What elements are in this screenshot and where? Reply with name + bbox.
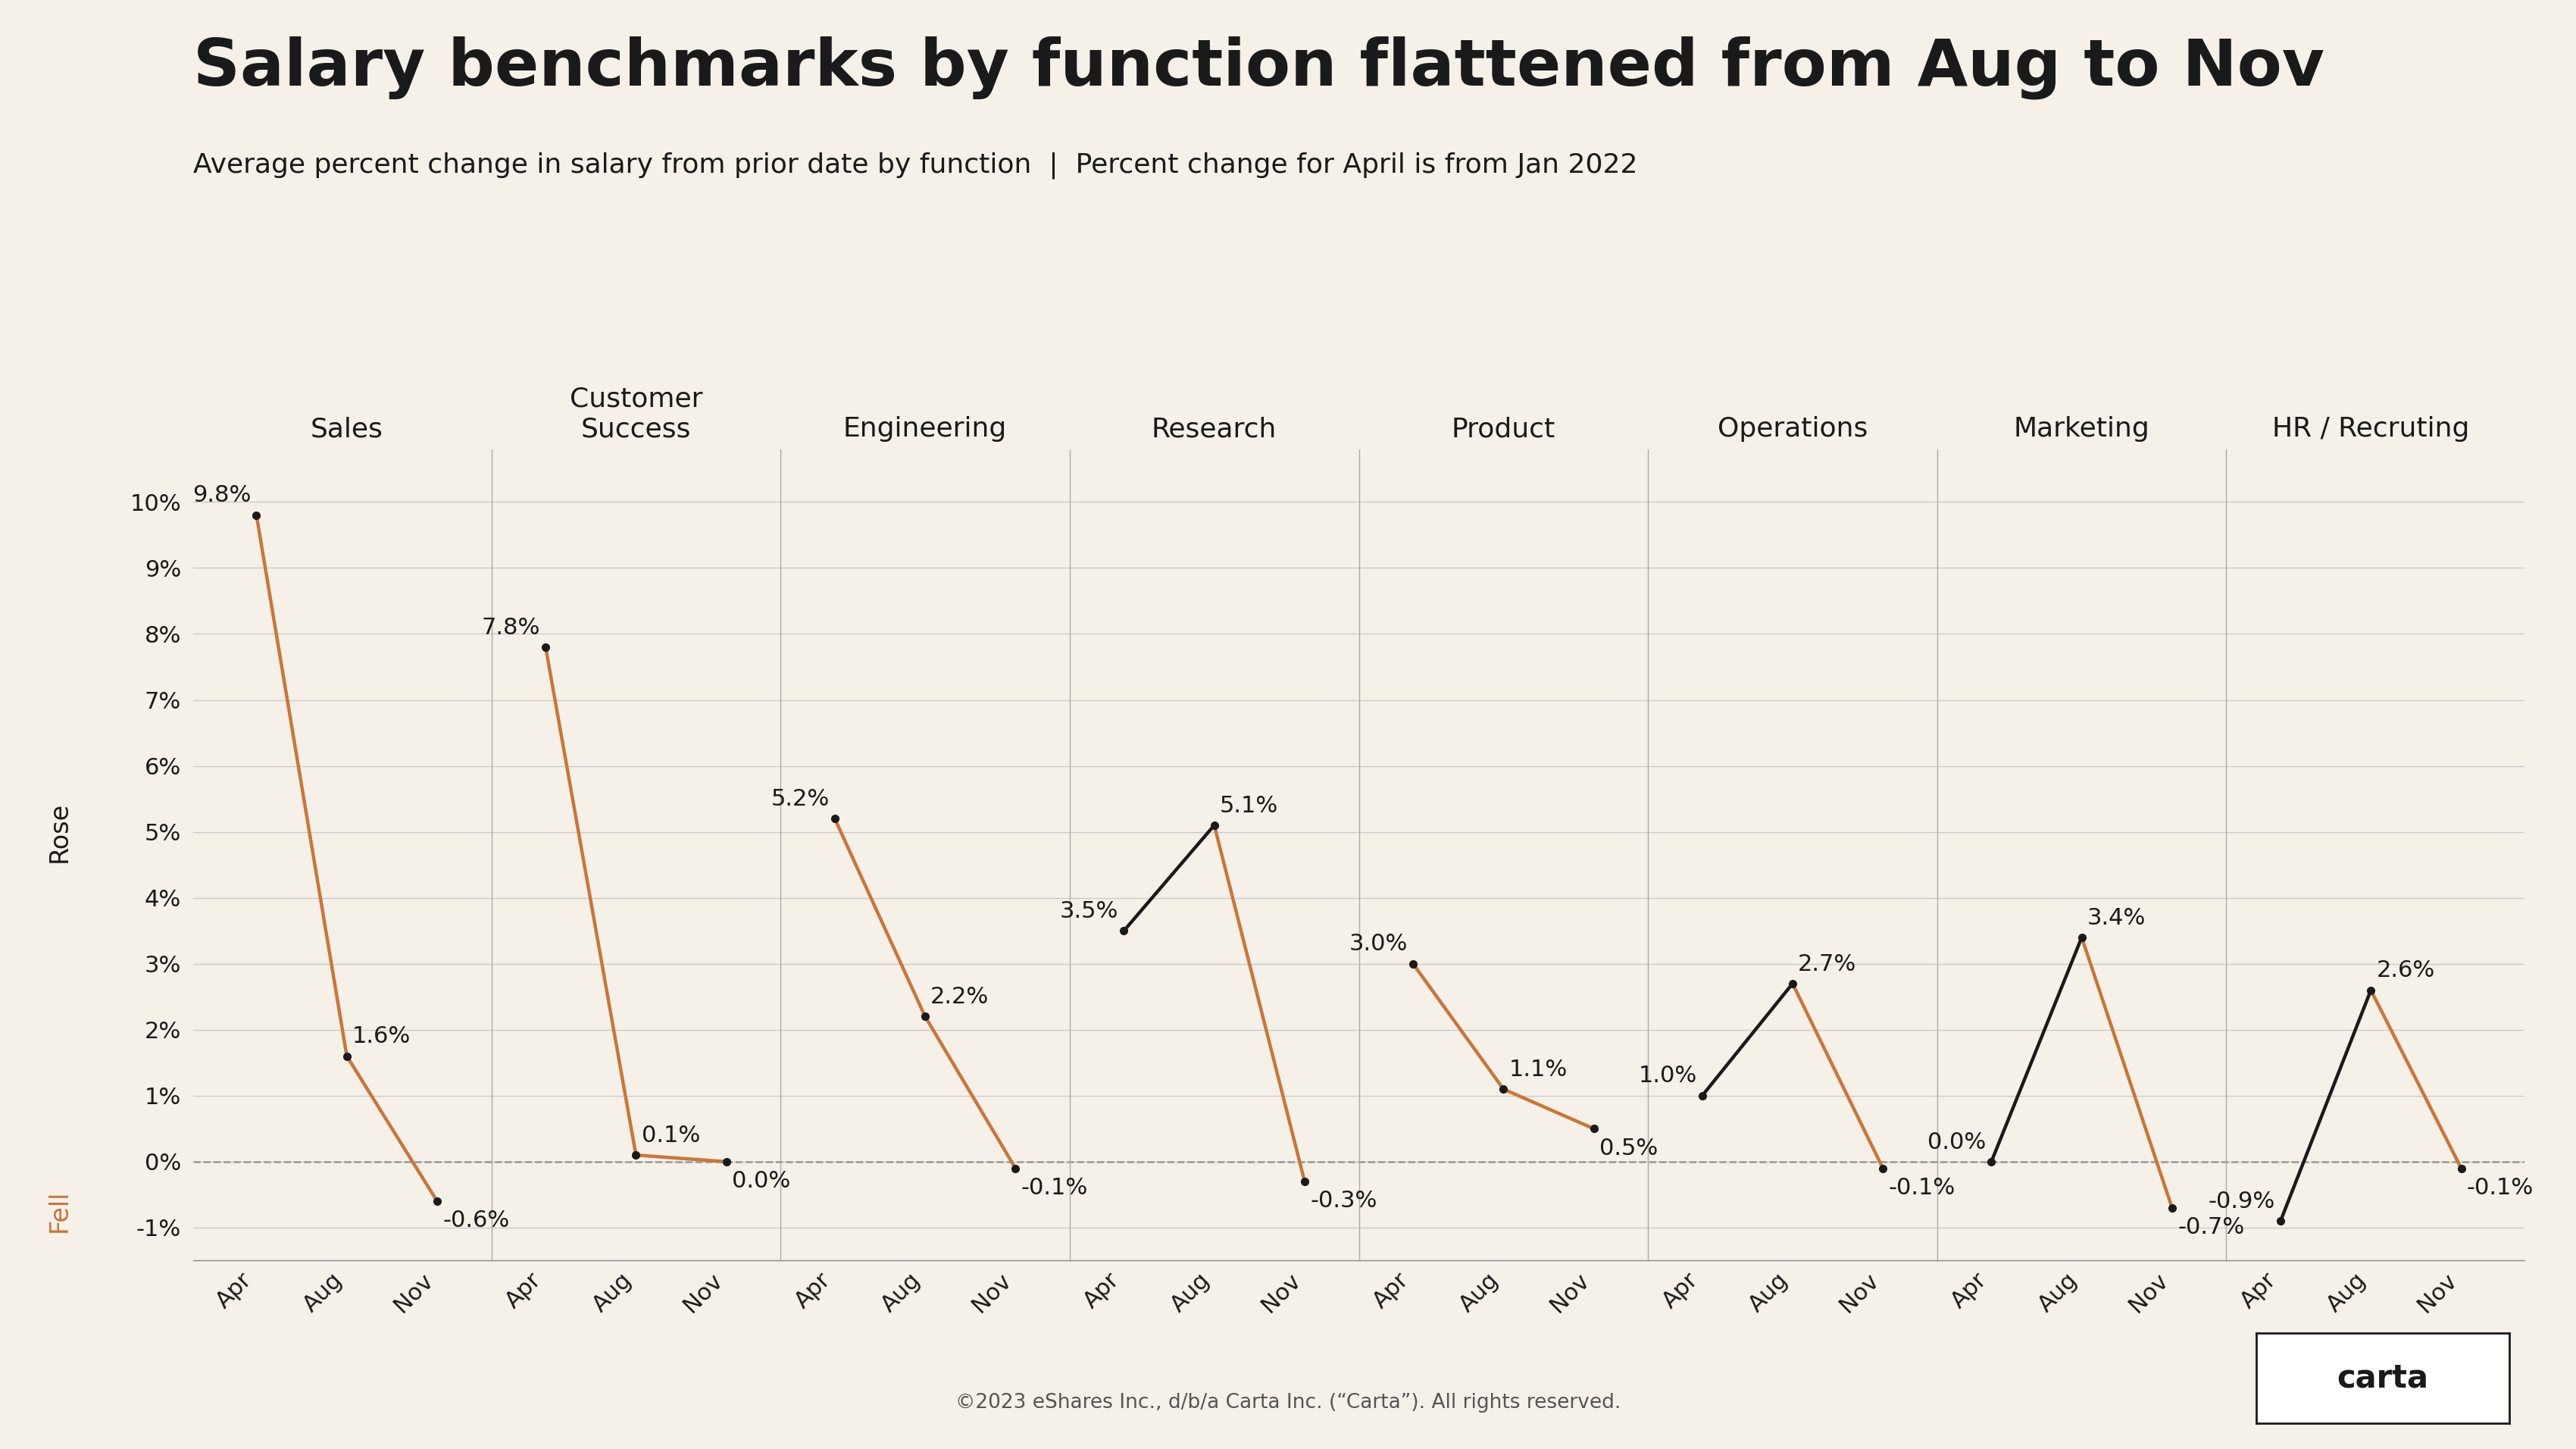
Text: Salary benchmarks by function flattened from Aug to Nov: Salary benchmarks by function flattened … [193,36,2324,100]
Text: 7.8%: 7.8% [482,616,541,639]
Text: -0.6%: -0.6% [443,1210,510,1232]
Text: -0.1%: -0.1% [1020,1177,1087,1198]
Text: Average percent change in salary from prior date by function  |  Percent change : Average percent change in salary from pr… [193,152,1638,180]
Text: Engineering: Engineering [842,416,1007,442]
Text: Rose: Rose [46,801,72,862]
Text: 2.6%: 2.6% [2375,959,2434,981]
Text: 1.0%: 1.0% [1638,1065,1698,1087]
Text: Fell: Fell [46,1190,72,1233]
Text: 1.6%: 1.6% [353,1026,410,1048]
Text: 0.1%: 0.1% [641,1124,701,1146]
Text: 9.8%: 9.8% [193,484,250,507]
Text: Operations: Operations [1718,416,1868,442]
Text: ©2023 eShares Inc., d/b/a Carta Inc. (“Carta”). All rights reserved.: ©2023 eShares Inc., d/b/a Carta Inc. (“C… [956,1392,1620,1413]
Text: 5.2%: 5.2% [770,788,829,810]
Text: carta: carta [2336,1362,2429,1394]
Text: Research: Research [1151,416,1278,442]
Text: 3.4%: 3.4% [2087,907,2146,929]
Text: Sales: Sales [312,416,384,442]
Text: Marketing: Marketing [2014,416,2151,442]
Text: -0.9%: -0.9% [2208,1191,2275,1213]
Text: Product: Product [1450,416,1556,442]
Text: -0.7%: -0.7% [2177,1216,2244,1239]
Text: Customer
Success: Customer Success [569,387,703,442]
Text: 0.5%: 0.5% [1600,1137,1659,1159]
Text: 2.7%: 2.7% [1798,953,1857,975]
Text: 3.5%: 3.5% [1059,900,1118,922]
Text: 0.0%: 0.0% [1927,1132,1986,1153]
Text: -0.1%: -0.1% [1888,1177,1955,1198]
Text: -0.3%: -0.3% [1311,1190,1378,1211]
Text: -0.1%: -0.1% [2468,1177,2535,1198]
Text: 5.1%: 5.1% [1218,794,1278,817]
Text: 1.1%: 1.1% [1510,1059,1566,1081]
Text: 2.2%: 2.2% [930,985,989,1009]
Text: 3.0%: 3.0% [1350,933,1406,955]
Text: HR / Recruting: HR / Recruting [2272,416,2470,442]
Text: 0.0%: 0.0% [732,1171,791,1193]
